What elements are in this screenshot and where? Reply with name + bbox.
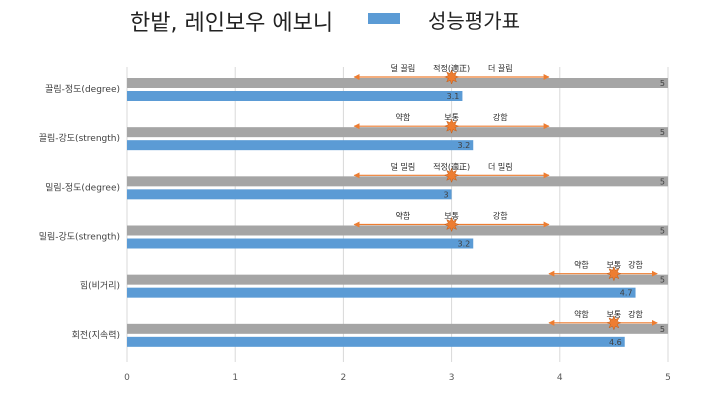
annotation-center-label: 적정(適正) <box>433 63 470 73</box>
score-bar-label: 3.2 <box>458 240 471 249</box>
annotation-right-label: 강함 <box>628 260 643 270</box>
score-bar-label: 4.7 <box>620 289 633 298</box>
annotation-right-label: 더 밀림 <box>488 161 513 171</box>
legend-label: 성능평가표 <box>428 9 520 33</box>
annotation-left-label: 덜 끌림 <box>391 63 416 73</box>
axis-labels: 0 1 2 3 4 5 끌림-정도(degree) 5 3.1 끌림-강도(strength) 5 3… <box>39 79 671 383</box>
score-bar <box>127 238 474 249</box>
max-bar <box>127 323 668 334</box>
annotation-left-label: 약함 <box>574 309 589 319</box>
category-label: 끌림-정도(degree) <box>45 83 120 95</box>
score-bar-label: 3 <box>444 190 449 199</box>
x-tick-label: 1 <box>232 373 238 383</box>
x-tick-label: 0 <box>124 373 130 383</box>
annotation-left-label: 약함 <box>396 112 411 122</box>
max-bar-label: 5 <box>660 276 665 285</box>
max-bar <box>127 225 668 236</box>
rating-star-marker <box>443 118 460 134</box>
bars <box>127 78 668 347</box>
rating-star-marker <box>443 216 460 233</box>
score-bar-label: 3.2 <box>458 141 471 150</box>
gridlines <box>126 67 669 362</box>
score-bar <box>127 287 636 298</box>
rating-star-marker <box>606 266 622 282</box>
annotation-left-label: 약함 <box>574 260 589 270</box>
x-tick-label: 3 <box>449 373 455 383</box>
annotation-right-label: 더 끌림 <box>488 63 513 73</box>
score-bar-label: 3.1 <box>447 92 460 101</box>
category-label: 끌림-강도(strength) <box>39 132 120 144</box>
category-label: 힘(비거리) <box>80 281 120 292</box>
annotation-right-label: 강함 <box>628 309 643 319</box>
legend-swatch <box>368 13 400 24</box>
x-tick-label: 5 <box>665 373 671 383</box>
max-bar-label: 5 <box>660 128 665 137</box>
annotation-center-label: 적정(適正) <box>433 161 470 171</box>
max-bar-label: 5 <box>660 227 665 236</box>
rating-star-marker <box>443 167 460 183</box>
x-tick-label: 2 <box>341 373 347 383</box>
annotation-right-label: 강함 <box>493 112 508 122</box>
score-bar <box>127 91 463 101</box>
score-bar <box>127 140 474 151</box>
max-bar <box>127 274 668 285</box>
annotation-center-label: 보통 <box>607 261 622 270</box>
annotation-center-label: 보통 <box>444 212 459 221</box>
max-bar-label: 5 <box>660 325 665 334</box>
max-bar-label: 5 <box>660 177 665 186</box>
annotation-center-label: 보통 <box>607 310 622 319</box>
score-bar <box>127 336 625 347</box>
max-bar-label: 5 <box>660 79 665 88</box>
max-bar <box>127 127 668 138</box>
rating-star-marker <box>443 69 460 85</box>
category-label: 밀림-강도(strength) <box>39 231 120 243</box>
rating-star-marker <box>606 315 622 331</box>
x-tick-label: 4 <box>557 373 563 383</box>
max-bar <box>127 176 668 187</box>
category-label: 밀림-정도(degree) <box>45 181 120 193</box>
product-title: 한밭, 레인보우 에보니 <box>130 11 333 36</box>
score-bar <box>127 189 452 200</box>
annotation-center-label: 보통 <box>444 113 459 122</box>
annotation-left-label: 약함 <box>396 211 411 221</box>
score-bar-label: 4.6 <box>609 338 622 347</box>
annotation-right-label: 강함 <box>493 211 508 221</box>
max-bar <box>127 78 668 88</box>
annotation-left-label: 덜 밀림 <box>391 161 416 171</box>
category-label: 회전(지속력) <box>72 329 120 341</box>
